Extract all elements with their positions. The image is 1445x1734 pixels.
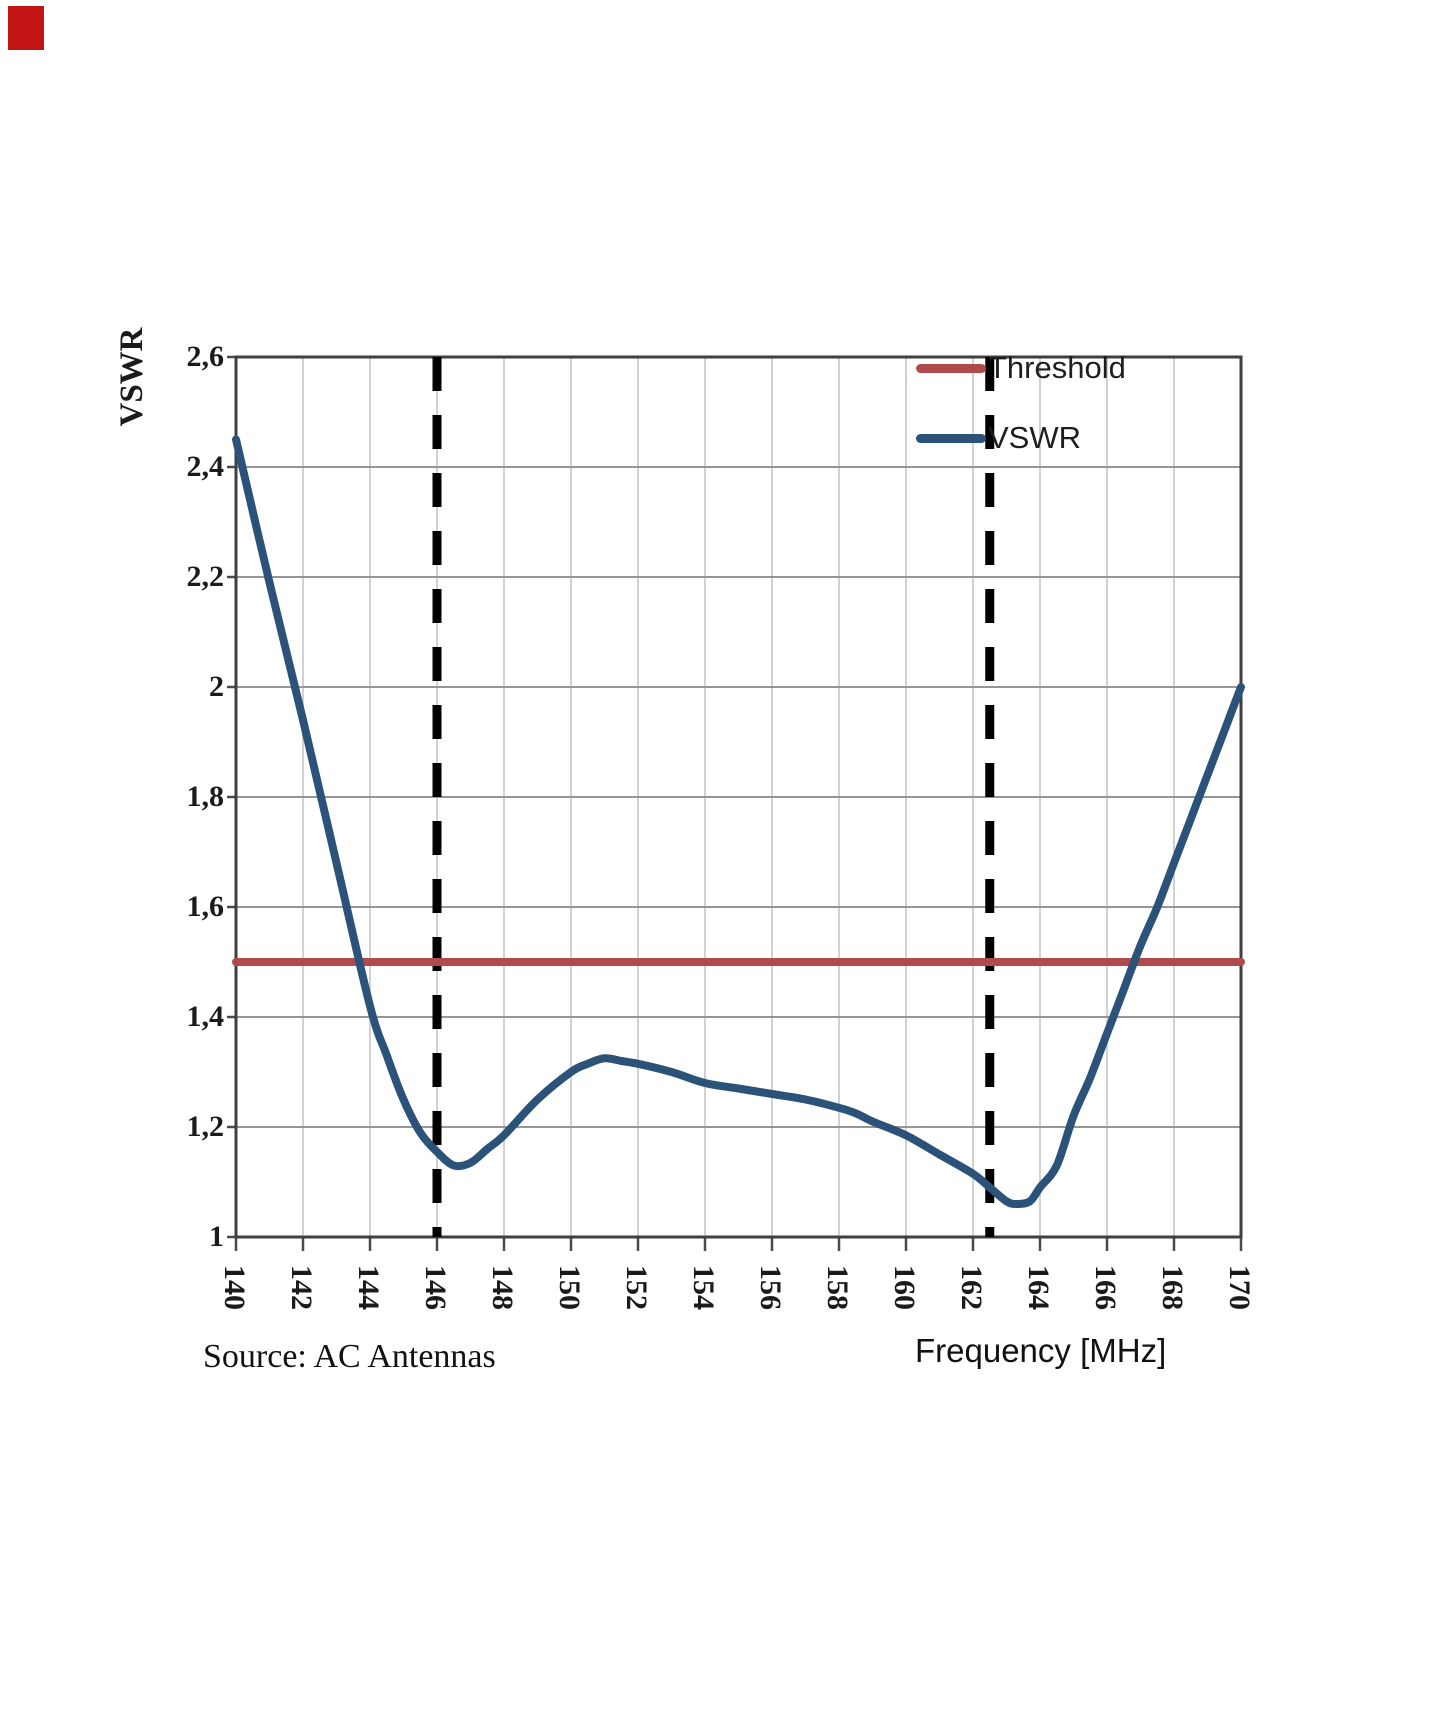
- y-tick-label: 1,6: [186, 890, 225, 923]
- x-tick-label: 150: [553, 1265, 586, 1310]
- plot-border: [234, 355, 1243, 1239]
- y-tick-label: 2,2: [186, 560, 225, 593]
- x-tick-label: 152: [620, 1265, 653, 1310]
- x-tick-label: 168: [1156, 1265, 1189, 1310]
- x-tick-label: 156: [754, 1265, 787, 1310]
- x-tick-label: 146: [419, 1265, 452, 1310]
- y-tick-label: 1,8: [186, 780, 225, 813]
- vswr-curve: [232, 435, 1245, 1208]
- legend-item-threshold: Threshold: [916, 344, 1126, 392]
- x-tick-label: 166: [1089, 1265, 1122, 1310]
- legend-item-vswr: VSWR: [916, 414, 1126, 462]
- x-tick-label: 142: [285, 1265, 318, 1310]
- legend-threshold-swatch: [916, 363, 986, 373]
- x-tick-label: 148: [486, 1265, 519, 1310]
- legend-vswr-label: VSWR: [988, 420, 1081, 455]
- y-tick-label: 2,4: [186, 450, 225, 483]
- x-tick-label: 158: [821, 1265, 854, 1310]
- y-tick-label: 2: [209, 670, 224, 703]
- x-axis-title: Frequency [MHz]: [915, 1332, 1167, 1369]
- y-tick-label: 1: [209, 1220, 224, 1253]
- x-tick-label: 170: [1223, 1265, 1256, 1310]
- x-tick-label: 140: [218, 1265, 251, 1310]
- x-tick-label: 144: [352, 1265, 385, 1310]
- x-tick-label: 154: [687, 1265, 720, 1310]
- legend: Threshold VSWR: [916, 344, 1126, 484]
- y-tick-label: 2,6: [186, 340, 225, 373]
- y-tick-label: 1,2: [186, 1110, 225, 1143]
- x-tick-label: 162: [955, 1265, 988, 1310]
- y-axis-title: VSWR: [114, 327, 150, 427]
- x-tick-label: 160: [888, 1265, 921, 1310]
- legend-vswr-swatch: [916, 433, 986, 443]
- corner-marker: [8, 6, 44, 50]
- legend-threshold-label: Threshold: [988, 350, 1126, 385]
- y-tick-label: 1,4: [186, 1000, 225, 1033]
- x-tick-label: 164: [1022, 1265, 1055, 1310]
- source-note: Source: AC Antennas: [203, 1338, 496, 1375]
